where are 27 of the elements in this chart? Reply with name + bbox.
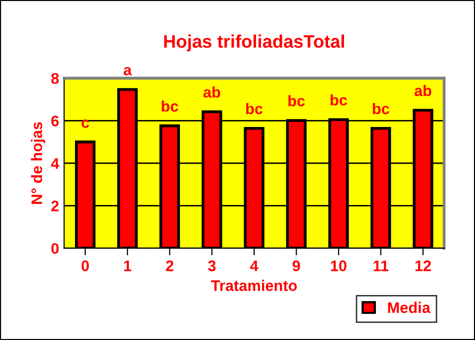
x-tick-label: 0 (82, 260, 89, 272)
chart-title: Hojas trifoliadasTotal (164, 34, 344, 52)
x-tick-label: 9 (292, 260, 300, 272)
y-tick-label: 8 (51, 73, 59, 84)
y-axis-title: N° de hojas (30, 122, 46, 204)
annotation: bc (246, 102, 263, 114)
y-tick-label: 4 (51, 158, 60, 169)
x-tick-label: 12 (415, 260, 431, 272)
x-tick-label: 2 (166, 260, 174, 272)
annotation: bc (372, 102, 390, 114)
annotation: c (82, 119, 90, 128)
annotation: bc (288, 95, 305, 106)
y-tick-label: 0 (51, 243, 59, 254)
y-tick-label: 6 (51, 116, 59, 126)
x-axis-title: Tratamiento (211, 280, 297, 292)
x-tick-label: 4 (250, 260, 258, 272)
x-tick-label: 10 (331, 260, 346, 272)
annotation: a (124, 66, 132, 76)
x-tick-label: 11 (374, 260, 388, 272)
annotation: ab (414, 84, 432, 96)
x-tick-label: 1 (124, 260, 132, 272)
annotation: bc (162, 100, 178, 112)
legend-label: Media (388, 302, 430, 314)
x-tick-label: 3 (208, 260, 216, 272)
annotation: ab (203, 86, 220, 98)
annotation: bc (330, 94, 348, 106)
y-tick-label: 2 (51, 200, 59, 212)
